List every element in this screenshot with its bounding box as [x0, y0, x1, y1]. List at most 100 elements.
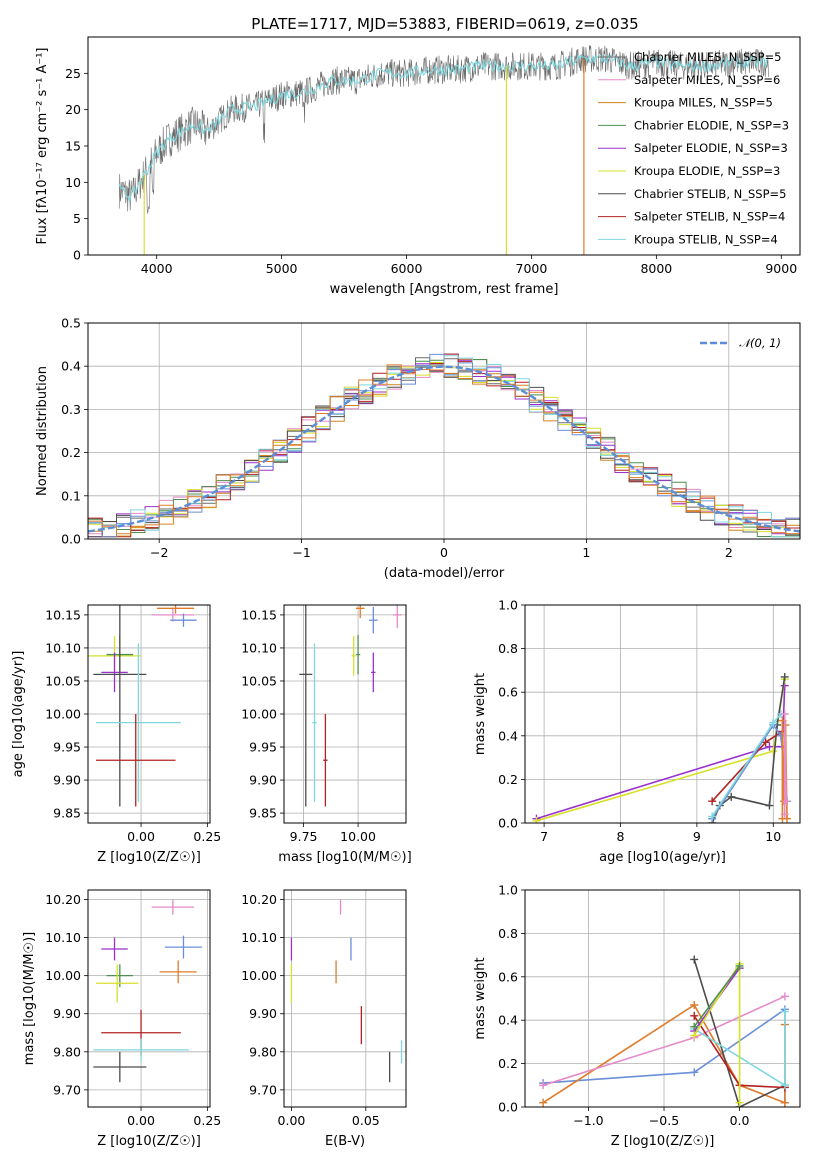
- spectrum-ylabel: Flux [fλ10⁻¹⁷ erg cm⁻² s⁻¹ A⁻¹]: [35, 48, 50, 245]
- mass-weight-marker: [735, 1098, 744, 1107]
- error-bar-point: [95, 964, 139, 1003]
- error-bar-point: [101, 937, 128, 961]
- residuals-frame: [87, 322, 801, 540]
- x-tick-label: −1: [292, 545, 310, 560]
- y-tick-label: 9.90: [249, 1006, 277, 1021]
- legend-entry: Salpeter ELODIE, N_SSP=3: [634, 141, 788, 155]
- legend-entry: 𝒩(0, 1): [739, 336, 781, 350]
- y-tick-label: 0.2: [61, 445, 81, 460]
- residuals-panel: −2 −1 0 1 2 0.0 0.1 0.2 0.3 0.4 0.5 (data-model)/er…: [35, 316, 801, 581]
- x-tick-label: 7000: [516, 261, 548, 276]
- error-bar-point: [93, 1038, 189, 1062]
- mass_weight_vs_age-ylabel: mass weight: [473, 673, 488, 755]
- y-tick-label: 10.10: [241, 930, 277, 945]
- x-tick-label: −0.5: [649, 1113, 679, 1128]
- y-tick-label: 9.95: [249, 740, 277, 755]
- y-tick-label: 15: [65, 139, 81, 154]
- error-bar-point: [392, 605, 402, 629]
- mass-weight-line: [536, 678, 786, 822]
- y-tick-label: 9.95: [53, 740, 81, 755]
- mass_weight_vs_age-panel: 7 8 9 10 0.0 0.2 0.4 0.6 0.8 1.0 age [log10(age/yr…: [473, 598, 801, 865]
- mass-weight-marker: [735, 961, 744, 970]
- mass-weight-marker: [761, 738, 770, 747]
- y-tick-label: 0.0: [498, 816, 518, 831]
- mass_weight_vs_Z-panel: −1.0 −0.5 0.0 0.0 0.2 0.4 0.6 0.8 1.0 Z [log10(Z/…: [473, 883, 801, 1149]
- y-tick-label: 0.2: [498, 1056, 518, 1071]
- y-tick-label: 10.15: [241, 607, 277, 622]
- mass_weight_vs_Z-ylabel: mass weight: [473, 957, 488, 1039]
- residual-histogram-line: [88, 364, 800, 535]
- y-tick-label: 10.00: [241, 968, 277, 983]
- age_vs_mass-xlabel: mass [log10(M/M☉)]: [278, 850, 411, 865]
- x-tick-label: 9000: [765, 261, 797, 276]
- error-bar-point: [299, 605, 313, 807]
- y-tick-label: 0.6: [498, 685, 518, 700]
- y-tick-label: 10.20: [241, 892, 277, 907]
- y-tick-label: 10.10: [45, 640, 81, 655]
- legend-entry: Kroupa ELODIE, N_SSP=3: [634, 164, 780, 178]
- age_vs_mass-plot-area: [299, 605, 402, 807]
- mass-weight-marker: [690, 1011, 699, 1020]
- legend-entry: Salpeter MILES, N_SSP=6: [634, 73, 780, 87]
- observed-spectrum-line: [118, 45, 770, 214]
- mass-weight-marker: [782, 797, 791, 806]
- y-tick-label: 0.2: [498, 772, 518, 787]
- mass-weight-marker: [727, 792, 736, 801]
- x-tick-label: 10: [765, 829, 781, 844]
- y-tick-label: 10.00: [241, 707, 277, 722]
- spectrum-xlabel: wavelength [Angstrom, rest frame]: [330, 282, 559, 297]
- age_vs_mass-panel: 9.75 10.00 9.85 9.90 9.95 10.00 10.05 10.10 10.1…: [241, 604, 412, 865]
- mass-weight-marker: [708, 797, 717, 806]
- x-tick-label: 7: [540, 829, 548, 844]
- mass_weight_vs_age-plot-area: [532, 672, 792, 823]
- mass-weight-line: [693, 965, 741, 1028]
- residuals-plot-area: [88, 353, 800, 538]
- x-tick-label: 1: [582, 545, 590, 560]
- y-tick-label: 10: [65, 175, 81, 190]
- mass-weight-marker: [690, 955, 699, 964]
- y-tick-label: 0.4: [61, 359, 81, 374]
- mass_vs_EBV-xlabel: E(B-V): [325, 1134, 365, 1149]
- figure-title: PLATE=1717, MJD=53883, FIBERID=0619, z=0…: [251, 15, 638, 33]
- y-tick-label: 10.10: [45, 930, 81, 945]
- mass_vs_Z-xlabel: Z [log10(Z/Z☉)]: [97, 1134, 201, 1149]
- x-tick-label: 0.0: [730, 1113, 750, 1128]
- error-bar-point: [351, 636, 356, 676]
- residuals-xlabel: (data-model)/error: [384, 566, 505, 581]
- x-tick-label: 0.00: [278, 1113, 306, 1128]
- y-tick-label: 1.0: [498, 883, 518, 898]
- mass_vs_Z-frame: [87, 889, 211, 1108]
- y-tick-label: 9.90: [249, 773, 277, 788]
- y-tick-label: 9.70: [249, 1082, 277, 1097]
- error-bar-point: [151, 899, 195, 915]
- x-tick-label: 0.00: [127, 1113, 155, 1128]
- y-tick-label: 0.1: [61, 488, 81, 503]
- spectrum-frame: [87, 36, 801, 256]
- mass_vs_Z-plot-area: [93, 899, 203, 1083]
- mass-weight-marker: [690, 1031, 699, 1040]
- mass-weight-marker: [708, 812, 717, 821]
- age_vs_Z-xlabel: Z [log10(Z/Z☉)]: [97, 850, 201, 865]
- normal-curve-line: [88, 365, 800, 533]
- legend-entry: Chabrier ELODIE, N_SSP=3: [634, 118, 789, 132]
- y-tick-label: 0.8: [498, 641, 518, 656]
- mass_vs_EBV-panel: 0.00 0.05 9.70 9.80 9.90 10.00 10.10 10.20 E(B-V…: [241, 889, 407, 1149]
- mass-weight-line: [536, 685, 786, 820]
- legend-entry: Kroupa STELIB, N_SSP=4: [634, 232, 778, 246]
- mass-weight-marker: [690, 1068, 699, 1077]
- x-tick-label: 10.00: [340, 829, 376, 844]
- mass_vs_EBV-plot-area: [290, 899, 403, 1083]
- error-bar-point: [312, 643, 317, 802]
- age_vs_Z-panel: 0.00 0.25 9.85 9.90 9.95 10.00 10.05 10.10 10.15…: [11, 604, 221, 865]
- age_vs_Z-plot-area: [88, 605, 197, 807]
- mass-weight-marker: [769, 747, 778, 756]
- legend-entry: Salpeter STELIB, N_SSP=4: [634, 210, 785, 224]
- error-bar-point: [156, 605, 195, 614]
- x-tick-label: 9: [693, 829, 701, 844]
- y-tick-label: 1.0: [498, 598, 518, 613]
- mass-weight-marker: [690, 1022, 699, 1031]
- y-tick-label: 10.00: [45, 968, 81, 983]
- mass-weight-marker: [690, 1001, 699, 1010]
- mass-weight-marker: [539, 1081, 548, 1090]
- y-tick-label: 10.15: [45, 607, 81, 622]
